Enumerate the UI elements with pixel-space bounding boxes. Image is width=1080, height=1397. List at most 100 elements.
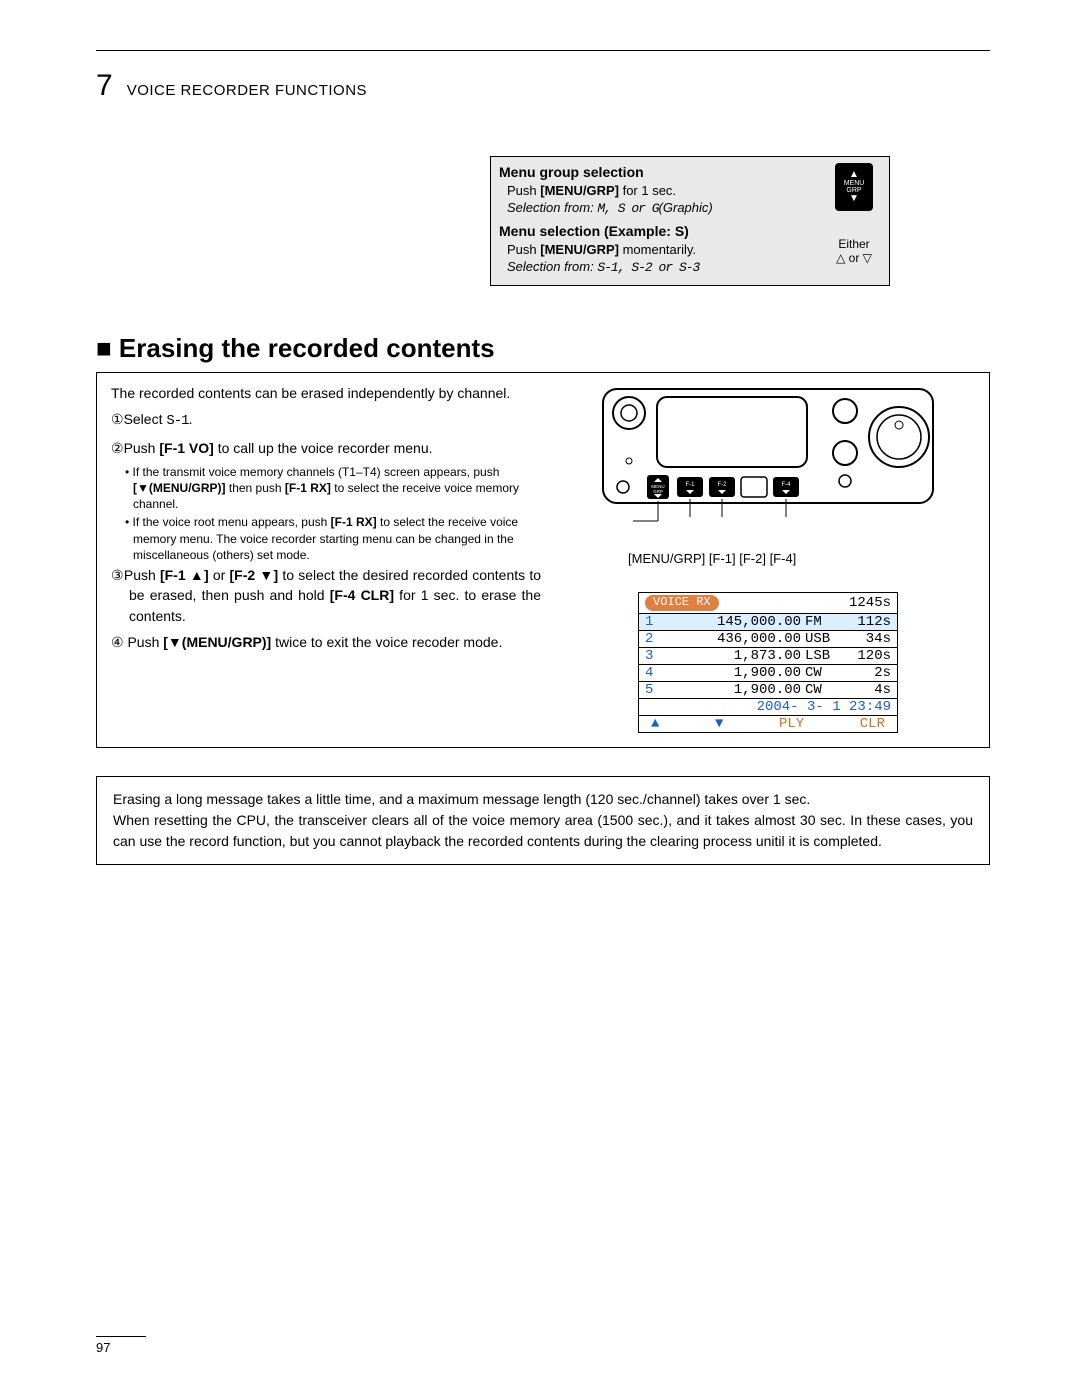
row-time: 120s [843,648,891,664]
code: S-1, S-2 or S-3 [597,260,699,275]
page: 7 VOICE RECORDER FUNCTIONS Menu group se… [0,0,1080,1397]
chapter-number: 7 [96,69,113,103]
t: Selection from: [507,200,597,215]
device-button-labels: [MENU/GRP] [F-1] [F-2] [F-4] [618,551,918,566]
page-number: 97 [96,1340,110,1355]
down-triangle-icon: ▼ [849,194,859,204]
note-box: Erasing a long message takes a little ti… [96,776,990,865]
intro-text: The recorded contents can be erased inde… [111,383,541,403]
kbd: [F-2 ▼] [230,567,279,583]
kbd: [F-1 RX] [285,481,331,495]
t: for 1 sec. [619,183,676,198]
menu-icon-column: ▲ MENU GRP ▼ Either △ or ▽ [827,163,881,277]
footer-ply: PLY [779,716,804,732]
kbd: [MENU/GRP] [540,242,619,257]
step-num: ② [111,440,124,456]
chapter-title: VOICE RECORDER FUNCTIONS [127,82,367,99]
either-label: Either △ or ▽ [836,237,872,265]
menu-title-2: Menu selection (Example: S) [499,223,689,239]
t: If the voice root menu appears, push [133,515,331,529]
step-1: ①Select S-1. [111,409,541,431]
row-num: 4 [645,665,665,681]
menu-title-1: Menu group selection [499,164,644,180]
kbd: [F-4 CLR] [330,587,394,603]
table-row: 31,873.00LSB120s [639,648,897,665]
device-diagram: MENU GRP F-1 F-2 F-4 [593,383,943,543]
footer-up: ▲ [651,716,659,732]
t: Push [507,242,540,257]
row-freq: 1,900.00 [665,682,805,698]
kbd: [▼(MENU/GRP)] [133,481,226,495]
menu-text: Menu group selection Push [MENU/GRP] for… [499,163,819,277]
kbd: [▼(MENU/GRP)] [163,634,271,650]
note-p1: Erasing a long message takes a little ti… [113,789,973,810]
step-num: ③ [111,567,124,583]
chapter-header: 7 VOICE RECORDER FUNCTIONS [96,69,990,103]
kbd: [F-1 ▲] [160,567,209,583]
kbd: [F-1 VO] [159,440,213,456]
row-time: 34s [843,631,891,647]
row-time: 112s [843,614,891,630]
svg-text:F-2: F-2 [718,482,728,488]
code: S-1 [166,413,188,429]
step-num: ④ [111,634,124,650]
row-freq: 1,873.00 [665,648,805,664]
menu-group-box: Menu group selection Push [MENU/GRP] for… [490,156,890,286]
kbd: [F-1 RX] [331,515,377,529]
row-mode: USB [805,631,843,647]
screen-date: 2004- 3- 1 23:49 [639,699,897,716]
row-freq: 1,900.00 [665,665,805,681]
table-row: 2436,000.00USB34s [639,631,897,648]
main-box: The recorded contents can be erased inde… [96,372,990,748]
t: Push [507,183,540,198]
screen-header: VOICE RX 1245s [639,593,897,614]
table-row: 51,900.00CW4s [639,682,897,699]
t: Push [124,567,160,583]
row-freq: 145,000.00 [665,614,805,630]
instructions: The recorded contents can be erased inde… [111,383,541,733]
step-2: ②Push [F-1 VO] to call up the voice reco… [111,438,541,458]
t: △ or ▽ [836,251,872,265]
row-mode: CW [805,682,843,698]
t: then push [226,481,285,495]
screen-table: VOICE RX 1245s 1145,000.00FM112s2436,000… [638,592,898,733]
menu-grp-button-icon: ▲ MENU GRP ▼ [835,163,873,211]
total-time: 1245s [849,595,891,611]
t: Select [124,411,167,427]
row-mode: CW [805,665,843,681]
row-mode: LSB [805,648,843,664]
step-num: ① [111,411,124,427]
table-row: 41,900.00CW2s [639,665,897,682]
code: M, S or G [597,201,658,216]
voice-rx-badge: VOICE RX [645,595,719,611]
t: . [189,411,193,427]
t: Push [124,634,164,650]
footer-down: ▼ [715,716,723,732]
t: (Graphic) [659,200,713,215]
t: Push [124,440,160,456]
step-4: ④ Push [▼(MENU/GRP)] twice to exit the v… [111,632,541,652]
kbd: [MENU/GRP] [540,183,619,198]
table-row: 1145,000.00FM112s [639,614,897,631]
svg-text:F-4: F-4 [782,482,792,488]
row-mode: FM [805,614,843,630]
t: Selection from: [507,259,597,274]
up-triangle-icon: ▲ [849,170,859,180]
footer-clr: CLR [860,716,885,732]
row-num: 5 [645,682,665,698]
lbl: MENU [844,180,865,187]
t: Either [838,237,869,251]
row-num: 3 [645,648,665,664]
t: momentarily. [619,242,696,257]
step-2-sub2: • If the voice root menu appears, push [… [111,514,541,563]
section-title: ■ Erasing the recorded contents [96,333,990,364]
row-num: 1 [645,614,665,630]
t: to call up the voice recorder menu. [214,440,433,456]
row-time: 4s [843,682,891,698]
row-freq: 436,000.00 [665,631,805,647]
right-column: MENU GRP F-1 F-2 F-4 [561,383,975,733]
t: If the transmit voice memory channels (T… [133,465,500,479]
note-p2: When resetting the CPU, the transceiver … [113,810,973,852]
svg-text:GRP: GRP [653,489,663,494]
t: or [209,567,230,583]
